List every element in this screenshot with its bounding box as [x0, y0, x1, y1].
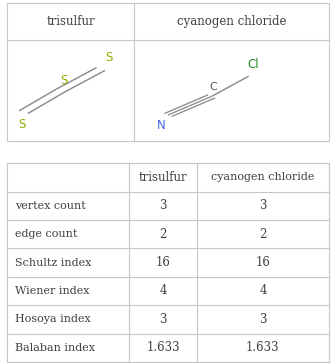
- Text: 1.633: 1.633: [146, 341, 180, 354]
- Text: 16: 16: [255, 256, 270, 269]
- Text: 2: 2: [159, 228, 167, 241]
- Text: cyanogen chloride: cyanogen chloride: [211, 172, 314, 182]
- Text: 3: 3: [259, 313, 267, 326]
- Text: edge count: edge count: [15, 229, 78, 239]
- Text: S: S: [106, 51, 113, 64]
- Text: Cl: Cl: [248, 58, 259, 71]
- Text: 1.633: 1.633: [246, 341, 280, 354]
- Text: C: C: [209, 82, 217, 92]
- Text: N: N: [157, 119, 166, 132]
- Text: 3: 3: [259, 199, 267, 212]
- Text: S: S: [60, 74, 68, 87]
- Text: Schultz index: Schultz index: [15, 258, 91, 268]
- Text: trisulfur: trisulfur: [139, 171, 187, 184]
- Text: 2: 2: [259, 228, 266, 241]
- Text: trisulfur: trisulfur: [46, 15, 95, 28]
- Text: 16: 16: [156, 256, 170, 269]
- Text: S: S: [18, 118, 26, 131]
- Text: Wiener index: Wiener index: [15, 286, 90, 296]
- Text: 3: 3: [159, 199, 167, 212]
- Text: Balaban index: Balaban index: [15, 343, 95, 353]
- Text: vertex count: vertex count: [15, 201, 86, 211]
- Text: Hosoya index: Hosoya index: [15, 314, 91, 324]
- Text: 3: 3: [159, 313, 167, 326]
- Text: cyanogen chloride: cyanogen chloride: [177, 15, 287, 28]
- Text: 4: 4: [159, 285, 167, 297]
- Text: 4: 4: [259, 285, 267, 297]
